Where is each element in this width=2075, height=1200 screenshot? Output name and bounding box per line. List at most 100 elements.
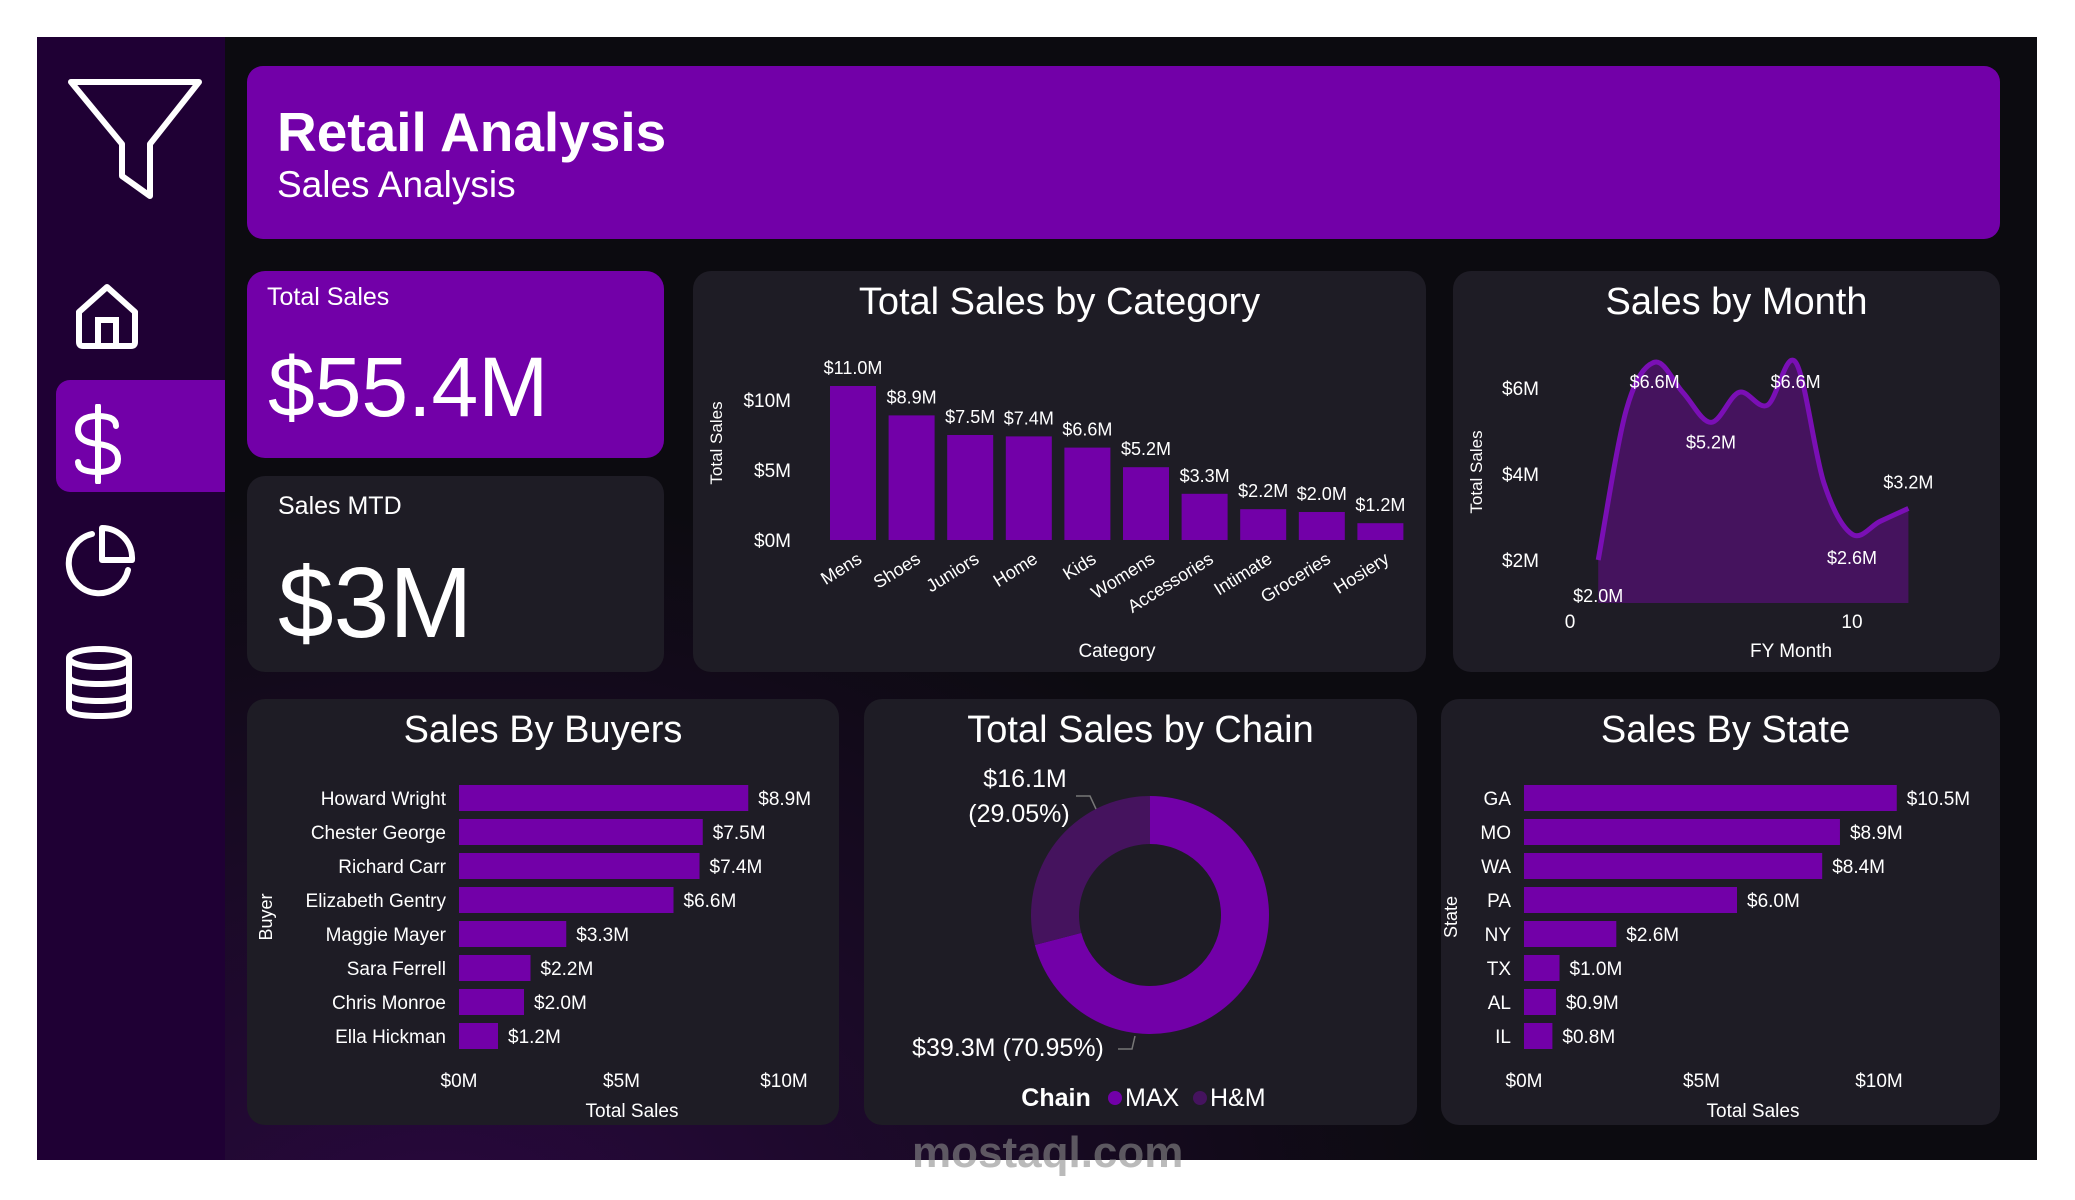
- x-tick-label: $5M: [1683, 1071, 1720, 1092]
- chart-title: Sales By Buyers: [403, 709, 683, 751]
- y-tick-label: IL: [1495, 1027, 1511, 1048]
- pie-chart-icon[interactable]: [62, 524, 136, 598]
- kpi-value: $3M: [278, 547, 473, 659]
- legend-title: Chain: [1021, 1084, 1090, 1112]
- y-tick-label: TX: [1487, 959, 1512, 980]
- data-label: $8.9M: [887, 387, 937, 407]
- bar: [1298, 512, 1345, 540]
- x-tick-label: $0M: [1506, 1071, 1543, 1092]
- data-label: $7.5M: [713, 823, 766, 844]
- bar: [459, 887, 674, 913]
- x-axis-title: FY Month: [1750, 641, 1832, 662]
- data-label: $8.9M: [1850, 823, 1903, 844]
- bar: [1524, 819, 1840, 845]
- bar: [459, 785, 749, 811]
- bar: [1524, 785, 1897, 811]
- bar: [1524, 1023, 1553, 1049]
- kpi-sales-mtd: Sales MTD $3M: [247, 476, 664, 672]
- filter-icon[interactable]: [66, 76, 204, 202]
- x-tick-label: Hosiery: [1330, 548, 1392, 597]
- y-tick-label: AL: [1488, 993, 1511, 1014]
- bar: [1181, 493, 1228, 540]
- data-label: $5.2M: [1686, 432, 1736, 452]
- data-label: $10.5M: [1907, 789, 1970, 810]
- x-tick-label: $5M: [603, 1071, 640, 1092]
- y-tick-label: WA: [1481, 857, 1511, 878]
- bar: [459, 853, 700, 879]
- chart-title: Sales by Month: [1605, 281, 1868, 323]
- x-tick-label: $10M: [760, 1071, 808, 1092]
- legend-label: MAX: [1125, 1084, 1180, 1112]
- data-label: $6.6M: [684, 891, 737, 912]
- bar: [459, 1023, 498, 1049]
- data-label: $0.8M: [1562, 1027, 1615, 1048]
- y-axis-title: State: [1441, 896, 1461, 938]
- bar: [1357, 523, 1404, 540]
- x-tick-label: Home: [990, 548, 1041, 590]
- data-label: $3.3M: [576, 925, 629, 946]
- x-tick-label: Mens: [817, 548, 865, 588]
- x-tick-label: 10: [1841, 612, 1862, 633]
- kpi-label: Total Sales: [267, 283, 390, 311]
- data-label: $7.4M: [1004, 408, 1054, 428]
- leader-line: [1118, 1035, 1136, 1050]
- bar: [1524, 853, 1823, 879]
- data-label: $8.4M: [1832, 857, 1885, 878]
- dollar-icon[interactable]: [70, 404, 126, 484]
- chart-title: Total Sales by Chain: [967, 709, 1314, 751]
- sidebar: [37, 37, 225, 1160]
- y-tick-label: $2M: [1502, 551, 1539, 572]
- y-axis-title: Total Sales: [1467, 430, 1486, 513]
- bar: [1005, 436, 1052, 540]
- bar: [1524, 921, 1617, 947]
- y-tick-label: $0M: [754, 531, 791, 552]
- chart-sales-by-buyers: Sales By Buyers Howard Wright $8.9M Cheste…: [247, 699, 839, 1125]
- donut-slice-max: [1034, 796, 1269, 1034]
- data-label: $3.2M: [1883, 472, 1933, 492]
- home-icon[interactable]: [74, 282, 140, 350]
- data-label: $6.0M: [1747, 891, 1800, 912]
- page-subtitle: Sales Analysis: [277, 164, 516, 205]
- bar: [1240, 509, 1287, 540]
- y-tick-label: $10M: [743, 391, 791, 412]
- data-label: $2.0M: [534, 993, 587, 1014]
- y-tick-label: Howard Wright: [321, 789, 447, 810]
- data-label: $1.2M: [508, 1027, 561, 1048]
- bar: [459, 955, 531, 981]
- bar: [947, 435, 994, 540]
- y-tick-label: Sara Ferrell: [347, 959, 446, 980]
- data-label: $7.5M: [945, 407, 995, 427]
- chart-sales-by-month: Sales by Month $2M $4M $6M 0 10 Total Sales FY…: [1453, 271, 2000, 672]
- y-axis-title: Buyer: [256, 893, 276, 940]
- data-label: $1.0M: [1570, 959, 1623, 980]
- data-label: $2.0M: [1297, 484, 1347, 504]
- watermark: mostaql.com: [912, 1128, 1184, 1177]
- legend-label: H&M: [1210, 1084, 1266, 1112]
- data-label: $0.9M: [1566, 993, 1619, 1014]
- leader-line: [1076, 795, 1097, 810]
- sidebar-item-sales-active[interactable]: [56, 380, 225, 492]
- series-line: [1595, 357, 1910, 561]
- bar: [1064, 447, 1111, 540]
- kpi-value: $55.4M: [268, 340, 549, 434]
- y-axis-title: Total Sales: [707, 401, 726, 484]
- data-label: $7.4M: [710, 857, 763, 878]
- y-tick-label: Richard Carr: [338, 857, 446, 878]
- x-tick-label: $10M: [1855, 1071, 1903, 1092]
- page-header: Retail Analysis Sales Analysis: [247, 66, 2000, 239]
- database-icon[interactable]: [64, 646, 134, 720]
- data-label: $8.9M: [758, 789, 811, 810]
- x-tick-label: $0M: [441, 1071, 478, 1092]
- chart-title: Sales By State: [1600, 709, 1851, 751]
- chart-total-sales-by-chain: Total Sales by Chain $16.1M (29.05%) $39.3…: [864, 699, 1417, 1125]
- data-label: $16.1M: [983, 765, 1066, 793]
- x-tick-label: Juniors: [923, 548, 983, 596]
- legend-marker: [1108, 1091, 1122, 1105]
- data-label: (29.05%): [968, 800, 1069, 828]
- donut-slice-hm: [1031, 796, 1150, 946]
- y-tick-label: $6M: [1502, 379, 1539, 400]
- x-tick-label: Kids: [1059, 548, 1099, 584]
- data-label: $2.0M: [1573, 586, 1623, 606]
- data-label: $39.3M (70.95%): [912, 1034, 1104, 1062]
- data-label: $2.2M: [541, 959, 594, 980]
